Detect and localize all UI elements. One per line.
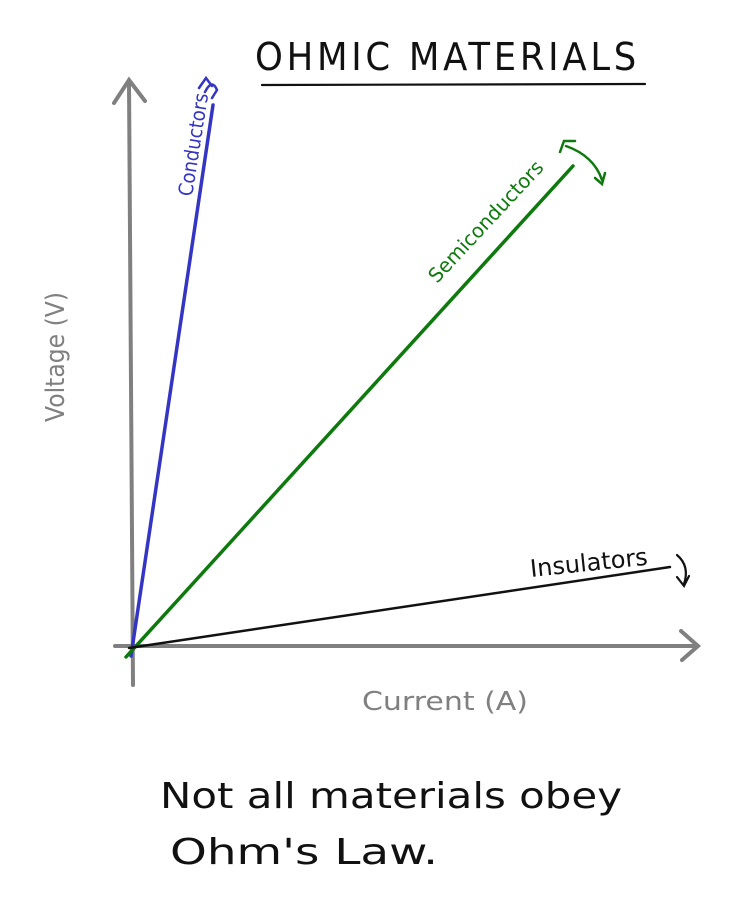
y-axis-label: Voltage (V) (41, 292, 71, 422)
note-line-2: Ohm's Law. (170, 832, 438, 873)
note-line-1: Not all materials obey (160, 776, 622, 817)
semiconductors-arrow-icon (564, 144, 604, 182)
insulators-line (127, 565, 672, 650)
semiconductors-line (124, 164, 575, 659)
semiconductors-label: Semiconductors (423, 155, 548, 287)
x-axis-label: Current (A) (362, 687, 528, 717)
x-axis (113, 629, 702, 662)
insulators-series: Insulators (127, 543, 691, 650)
conductors-line (129, 103, 215, 658)
title-underline (260, 82, 647, 87)
diagram-title: OHMIC MATERIALS (255, 35, 640, 79)
insulators-label: Insulators (529, 543, 649, 583)
insulators-arrow-icon (675, 553, 687, 586)
y-axis (112, 76, 147, 687)
